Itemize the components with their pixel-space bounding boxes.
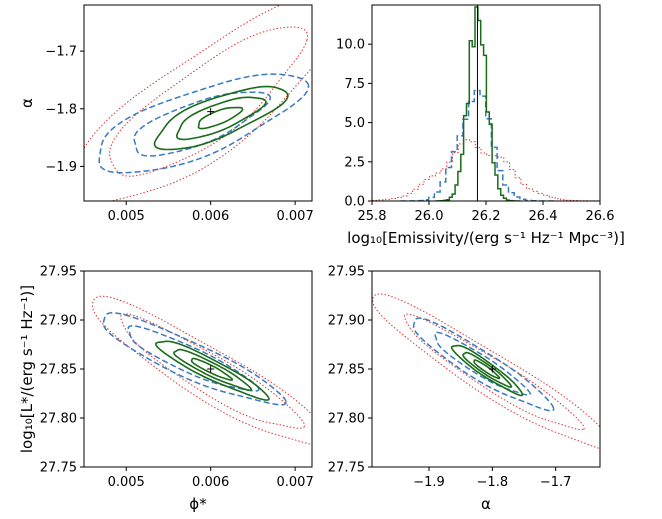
y-tick-label: 5.0 [344,116,365,131]
x-tick-label: 26.0 [415,209,444,224]
x-axis-label: α [481,495,491,513]
contour-green-level-1 [190,357,234,381]
panel-phi-alpha: 0.005 0.006 0.007 −1.9 −1.8 −1.7 α [18,4,314,224]
plot-area [372,5,600,201]
contour-red-level-2 [372,293,600,450]
contour-blue-level-2 [98,73,310,174]
plot-area [84,5,312,201]
contour-red-level-1 [403,313,585,431]
panel-phi-luminosity: 0.005 0.006 0.007 27.75 27.80 27.85 27.90 27.95… [18,265,314,514]
contour-green-level-3 [450,344,524,397]
y-tick-label: 27.85 [328,363,365,378]
y-tick-label: 0.0 [344,195,365,210]
contour-red-level-1 [109,26,309,177]
contour-red-level-2 [84,5,312,201]
x-tick-label: −1.9 [413,475,445,490]
x-tick-label: 26.2 [472,209,501,224]
contour-blue-level-1 [434,331,531,396]
panel-emissivity-histogram: 25.8 26.0 26.2 26.4 26.6 0.0 2.5 5.0 7.5 10.0 log₁… [336,4,625,247]
y-tick-label: 2.5 [344,155,365,170]
x-axis-label: log₁₀[Emissivity/(erg s⁻¹ Hz⁻¹ Mpc⁻³)] [347,229,625,247]
y-tick-label: 27.75 [328,461,365,476]
y-tick-label: 27.95 [328,265,365,280]
y-axis-label: log₁₀[L*/(erg s⁻¹ Hz⁻¹)] [18,285,36,453]
x-tick-label: 26.4 [529,209,558,224]
y-tick-label: 27.80 [40,412,77,427]
contour-blue-level-1 [133,91,271,157]
true-value-marker [488,365,496,373]
x-tick-label: 0.006 [192,475,229,490]
y-tick-label: 27.90 [40,314,77,329]
x-tick-label: −1.7 [540,475,572,490]
x-tick-label: 0.005 [108,475,145,490]
contour-blue-level-2 [102,312,287,406]
contour-red-level-2 [92,295,312,446]
histogram-blue [400,89,555,201]
histogram-red [372,139,600,201]
y-tick-label: −1.7 [45,45,77,60]
y-tick-label: 10.0 [336,38,365,53]
x-axis-label: ϕ* [189,495,207,513]
y-tick-label: 27.75 [40,461,77,476]
y-tick-label: 27.85 [40,363,77,378]
x-tick-label: 0.007 [277,209,314,224]
x-tick-label: 25.8 [358,209,387,224]
axes-frame [83,4,313,202]
x-tick-label: 0.005 [108,209,145,224]
y-tick-label: −1.9 [45,160,77,175]
contour-red-level-1 [120,313,306,429]
x-tick-label: 0.007 [277,475,314,490]
y-tick-label: 7.5 [344,77,365,92]
x-tick-label: −1.8 [477,475,509,490]
contour-green-level-2 [173,348,253,392]
axes-frame [371,270,601,468]
y-axis-label: α [18,98,36,108]
contour-green-level-2 [462,351,513,388]
x-tick-label: 26.6 [586,209,615,224]
y-tick-label: 27.90 [328,314,365,329]
true-value-marker [207,108,215,116]
contour-green-level-2 [176,96,267,141]
contour-green-level-3 [154,340,270,401]
y-tick-label: −1.8 [45,102,77,117]
y-tick-label: 27.80 [328,412,365,427]
contour-blue-level-2 [412,317,555,412]
contour-green-level-3 [153,85,289,151]
contour-green-level-1 [197,106,244,130]
true-value-marker [207,365,215,373]
plot-area [372,293,600,450]
x-tick-label: 0.006 [192,209,229,224]
panel-alpha-luminosity: −1.9 −1.8 −1.7 27.75 27.80 27.85 27.90 27.95 α [328,265,601,513]
plot-area [92,295,312,446]
y-tick-label: 27.95 [40,265,77,280]
